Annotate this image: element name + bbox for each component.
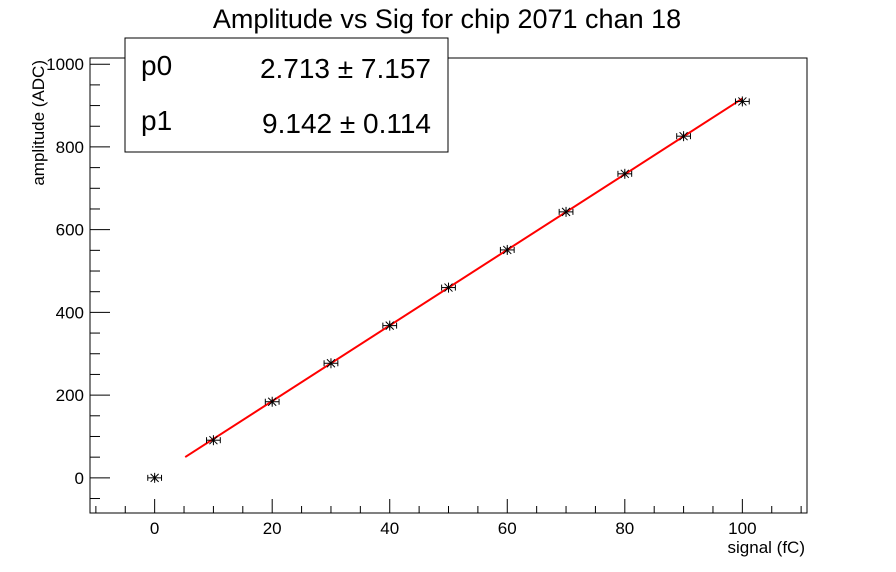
data-point	[441, 282, 456, 293]
stats-p1-value: 9.142 ± 0.114	[262, 108, 431, 139]
y-tick-label: 400	[56, 303, 84, 322]
y-axis-tick-labels: 0 200 400 600 800 1000	[46, 55, 84, 488]
data-points	[147, 96, 750, 483]
y-tick-label: 800	[56, 138, 84, 157]
data-point	[147, 472, 163, 483]
data-point	[499, 244, 515, 255]
stats-p0-value: 2.713 ± 7.157	[260, 53, 431, 84]
fit-line	[184, 97, 743, 458]
x-axis-ticks	[95, 499, 802, 513]
x-tick-label: 0	[150, 519, 159, 538]
stats-p0-name: p0	[141, 50, 172, 81]
y-tick-label: 200	[56, 386, 84, 405]
data-point	[206, 435, 221, 446]
data-point	[382, 320, 398, 331]
x-tick-label: 60	[498, 519, 517, 538]
data-point	[676, 131, 691, 142]
x-tick-label: 80	[615, 519, 634, 538]
x-tick-label: 20	[263, 519, 282, 538]
x-axis-label: signal (fC)	[728, 538, 805, 557]
data-point	[558, 206, 574, 217]
fit-line-group	[184, 97, 743, 458]
stats-box: p0 2.713 ± 7.157 p1 9.142 ± 0.114	[124, 37, 449, 153]
x-tick-label: 100	[728, 519, 756, 538]
data-point	[734, 96, 750, 107]
x-axis-tick-labels: 0 20 40 60 80 100	[150, 519, 757, 538]
stats-box-frame	[124, 37, 449, 153]
y-axis-ticks	[90, 63, 110, 500]
y-axis-label: amplitude (ADC)	[29, 60, 48, 186]
data-point	[617, 168, 633, 179]
y-tick-label: 1000	[46, 55, 84, 74]
data-point	[323, 358, 339, 369]
chart-title: Amplitude vs Sig for chip 2071 chan 18	[213, 4, 681, 34]
x-tick-label: 40	[380, 519, 399, 538]
y-tick-label: 600	[56, 221, 84, 240]
data-point	[264, 396, 280, 407]
y-tick-label: 0	[75, 469, 84, 488]
stats-p1-name: p1	[141, 105, 172, 136]
